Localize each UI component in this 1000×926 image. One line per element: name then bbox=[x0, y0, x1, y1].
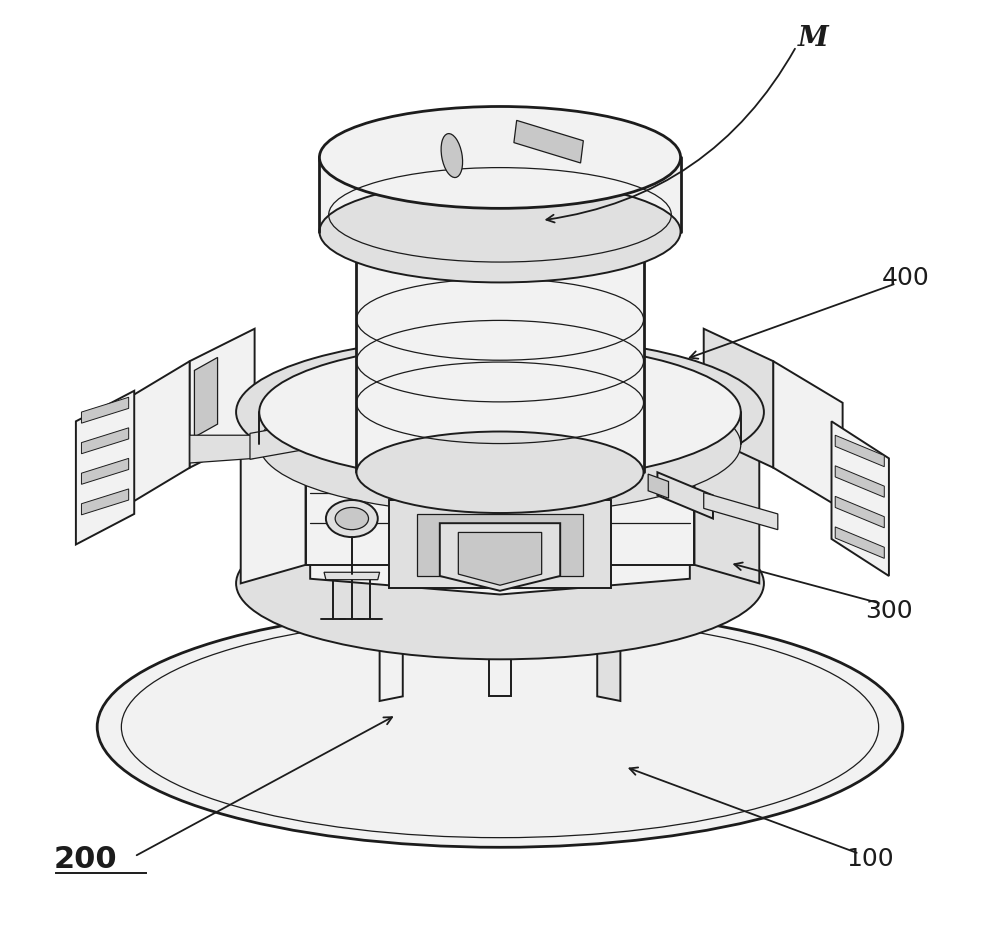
Polygon shape bbox=[250, 419, 333, 459]
Ellipse shape bbox=[259, 343, 741, 482]
Ellipse shape bbox=[236, 336, 764, 488]
Polygon shape bbox=[417, 514, 583, 576]
Polygon shape bbox=[306, 417, 694, 565]
Polygon shape bbox=[835, 435, 884, 467]
Ellipse shape bbox=[356, 432, 644, 513]
Polygon shape bbox=[458, 532, 542, 585]
Text: 100: 100 bbox=[847, 847, 894, 871]
Polygon shape bbox=[120, 361, 190, 509]
Polygon shape bbox=[81, 489, 129, 515]
Polygon shape bbox=[319, 157, 681, 232]
Polygon shape bbox=[835, 466, 884, 497]
Polygon shape bbox=[704, 329, 773, 468]
Polygon shape bbox=[704, 493, 778, 530]
Polygon shape bbox=[832, 421, 889, 576]
Polygon shape bbox=[76, 391, 134, 544]
Text: M: M bbox=[798, 25, 828, 53]
Ellipse shape bbox=[441, 133, 463, 178]
Polygon shape bbox=[835, 527, 884, 558]
Polygon shape bbox=[190, 329, 255, 468]
Polygon shape bbox=[835, 496, 884, 528]
Polygon shape bbox=[648, 474, 669, 498]
Polygon shape bbox=[190, 435, 255, 463]
Polygon shape bbox=[356, 222, 644, 472]
Ellipse shape bbox=[259, 375, 741, 514]
Polygon shape bbox=[773, 361, 843, 509]
Polygon shape bbox=[389, 500, 611, 588]
Polygon shape bbox=[310, 407, 690, 594]
Ellipse shape bbox=[236, 507, 764, 659]
Ellipse shape bbox=[335, 507, 369, 530]
Ellipse shape bbox=[326, 500, 378, 537]
Polygon shape bbox=[440, 523, 560, 591]
Ellipse shape bbox=[97, 607, 903, 847]
Ellipse shape bbox=[319, 106, 681, 208]
Polygon shape bbox=[194, 357, 218, 437]
Polygon shape bbox=[81, 458, 129, 484]
Polygon shape bbox=[380, 579, 403, 701]
Polygon shape bbox=[489, 580, 511, 696]
Text: 200: 200 bbox=[53, 845, 117, 874]
Polygon shape bbox=[694, 417, 759, 583]
Polygon shape bbox=[657, 472, 713, 519]
Polygon shape bbox=[470, 467, 530, 489]
Ellipse shape bbox=[356, 181, 644, 263]
Ellipse shape bbox=[319, 181, 681, 282]
Polygon shape bbox=[81, 397, 129, 423]
Polygon shape bbox=[324, 572, 380, 580]
Polygon shape bbox=[597, 579, 620, 701]
Polygon shape bbox=[514, 120, 583, 163]
Polygon shape bbox=[81, 428, 129, 454]
Text: 300: 300 bbox=[865, 599, 913, 623]
Text: 400: 400 bbox=[882, 266, 929, 290]
Ellipse shape bbox=[121, 616, 879, 838]
Polygon shape bbox=[241, 417, 306, 583]
